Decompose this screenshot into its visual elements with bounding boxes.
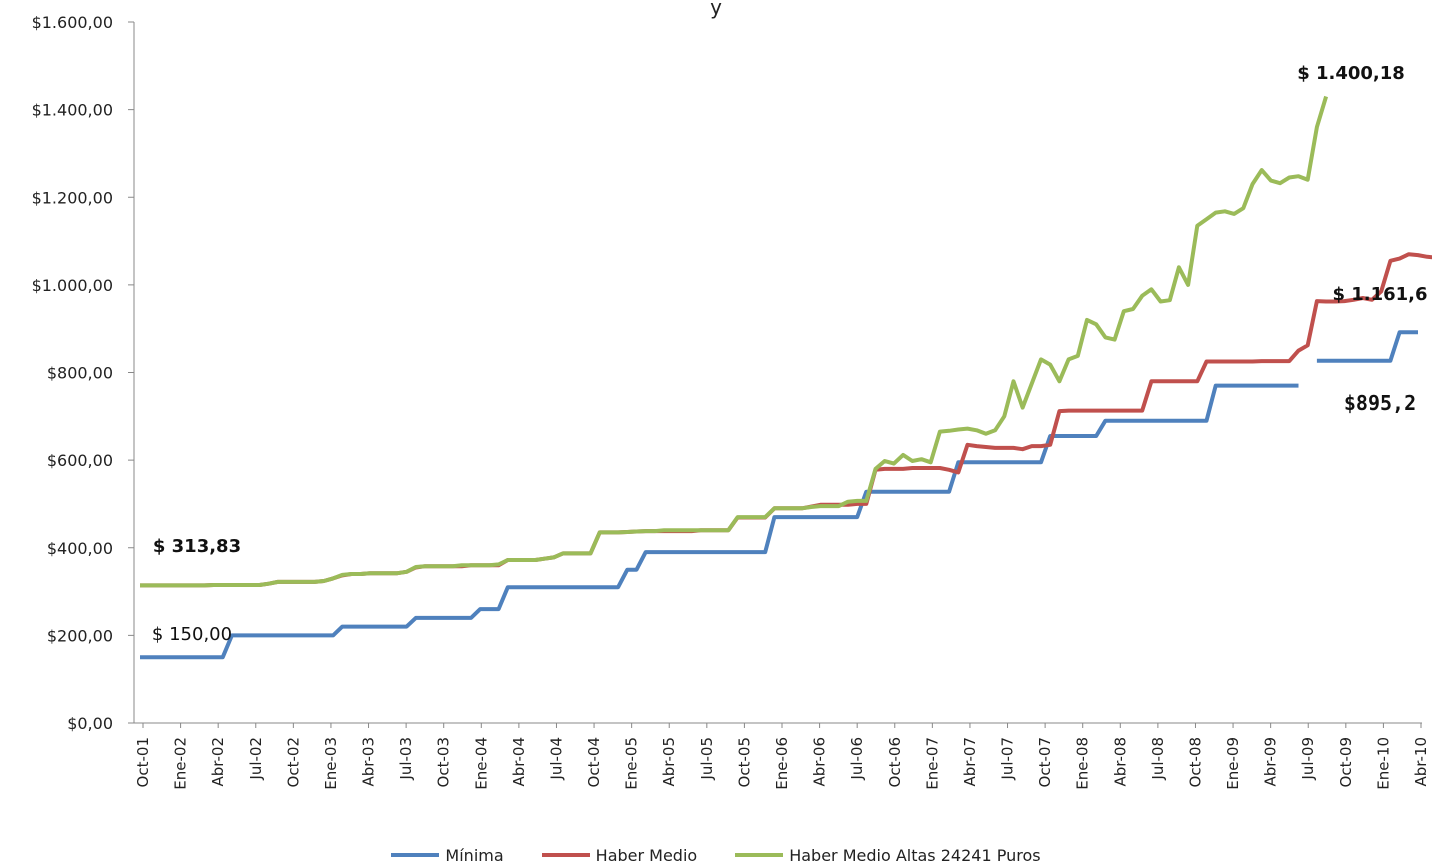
annotation-layer: $ 1.400,18 $ 1.161,6 $895,2 $ 313,83 $ 150,0… bbox=[152, 63, 1428, 645]
legend-swatch bbox=[391, 853, 440, 857]
x-tick-label: Jul-08 bbox=[1149, 737, 1167, 781]
x-tick-label: Ene-07 bbox=[923, 737, 941, 790]
x-tick-label: Jul-05 bbox=[698, 737, 716, 781]
y-tick-label: $400,00 bbox=[47, 539, 113, 558]
y-tick-label: $0,00 bbox=[67, 714, 113, 733]
x-tick-label: Abr-09 bbox=[1262, 737, 1280, 787]
x-tick-label: Oct-08 bbox=[1186, 737, 1204, 787]
data-annotation-4: $ 150,00 bbox=[152, 624, 232, 645]
y-tick-label: $200,00 bbox=[47, 626, 113, 645]
x-tick-label: Jul-02 bbox=[247, 737, 265, 781]
data-annotation-3: $ 313,83 bbox=[153, 536, 241, 557]
legend-item-1: Haber Medio bbox=[541, 843, 698, 867]
x-tick-label: Jul-06 bbox=[848, 737, 866, 781]
legend-item-0: Mínima bbox=[391, 843, 504, 867]
legend-label: Haber Medio bbox=[595, 845, 698, 865]
x-tick-label: Ene-08 bbox=[1074, 737, 1092, 790]
series-line-1 bbox=[140, 252, 1432, 588]
x-tick-label: Ene-05 bbox=[623, 737, 641, 790]
x-tick-label: Oct-01 bbox=[134, 737, 152, 787]
legend-item-2: Haber Medio Altas 24241 Puros bbox=[735, 843, 1041, 867]
x-tick-label: Jul-03 bbox=[397, 737, 415, 781]
y-axis: $0,00 $200,00 $400,00 $600,00 $800,00 $1.000,… bbox=[32, 13, 135, 733]
legend-label: Mínima bbox=[445, 845, 504, 865]
x-tick-label: Ene-10 bbox=[1374, 737, 1392, 790]
y-tick-label: $1.000,00 bbox=[32, 276, 113, 295]
x-tick-label: Ene-06 bbox=[773, 737, 791, 790]
x-tick-label: Oct-03 bbox=[435, 737, 453, 787]
series-line-2 bbox=[140, 95, 1329, 588]
x-tick-label: Oct-04 bbox=[585, 737, 603, 787]
legend-swatch bbox=[735, 853, 784, 857]
x-tick-label: Oct-09 bbox=[1337, 737, 1355, 787]
x-tick-label: Abr-10 bbox=[1412, 737, 1430, 787]
chart-legend: Mínima Haber Medio Haber Medio Altas 24241… bbox=[0, 843, 1432, 867]
legend-label: Haber Medio Altas 24241 Puros bbox=[789, 845, 1041, 865]
data-annotation-2: $895,2 bbox=[1344, 391, 1416, 415]
y-tick-label: $1.400,00 bbox=[32, 101, 113, 120]
x-tick-label: Oct-06 bbox=[886, 737, 904, 787]
x-tick-label: Ene-04 bbox=[472, 737, 490, 790]
series-layer bbox=[140, 95, 1432, 660]
x-axis: Oct-01 Ene-02 Abr-02 Jul-02 Oct-02 Ene-03 Abr-… bbox=[134, 722, 1430, 790]
x-tick-label: Abr-05 bbox=[660, 737, 678, 787]
x-tick-label: Abr-03 bbox=[360, 737, 378, 787]
x-tick-label: Abr-02 bbox=[209, 737, 227, 787]
x-tick-label: Abr-06 bbox=[811, 737, 829, 787]
x-tick-label: Abr-07 bbox=[961, 737, 979, 787]
x-tick-label: Ene-02 bbox=[172, 737, 190, 790]
x-tick-label: Ene-09 bbox=[1224, 737, 1242, 790]
x-tick-label: Oct-07 bbox=[1036, 737, 1054, 787]
data-annotation-1: $ 1.161,6 bbox=[1332, 284, 1427, 305]
y-tick-label: $600,00 bbox=[47, 451, 113, 470]
chart-title-fragment: y bbox=[710, 0, 722, 19]
x-tick-label: Abr-04 bbox=[510, 737, 528, 787]
x-tick-label: Jul-04 bbox=[547, 737, 565, 781]
data-annotation-0: $ 1.400,18 bbox=[1297, 63, 1405, 84]
x-tick-label: Jul-09 bbox=[1299, 737, 1317, 781]
y-tick-label: $1.200,00 bbox=[32, 188, 113, 207]
x-tick-label: Jul-07 bbox=[999, 737, 1017, 781]
x-tick-label: Ene-03 bbox=[322, 737, 340, 790]
x-tick-label: Abr-08 bbox=[1111, 737, 1129, 787]
line-chart: y $0,00 $200,00 $400,00 $600,00 $800,00 $1.00… bbox=[32, 0, 1432, 790]
y-tick-label: $800,00 bbox=[47, 364, 113, 383]
series-line-0 bbox=[140, 330, 1418, 660]
legend-swatch bbox=[541, 853, 590, 857]
y-tick-label: $1.600,00 bbox=[32, 13, 113, 32]
x-tick-label: Oct-02 bbox=[284, 737, 302, 787]
x-tick-label: Oct-05 bbox=[735, 737, 753, 787]
